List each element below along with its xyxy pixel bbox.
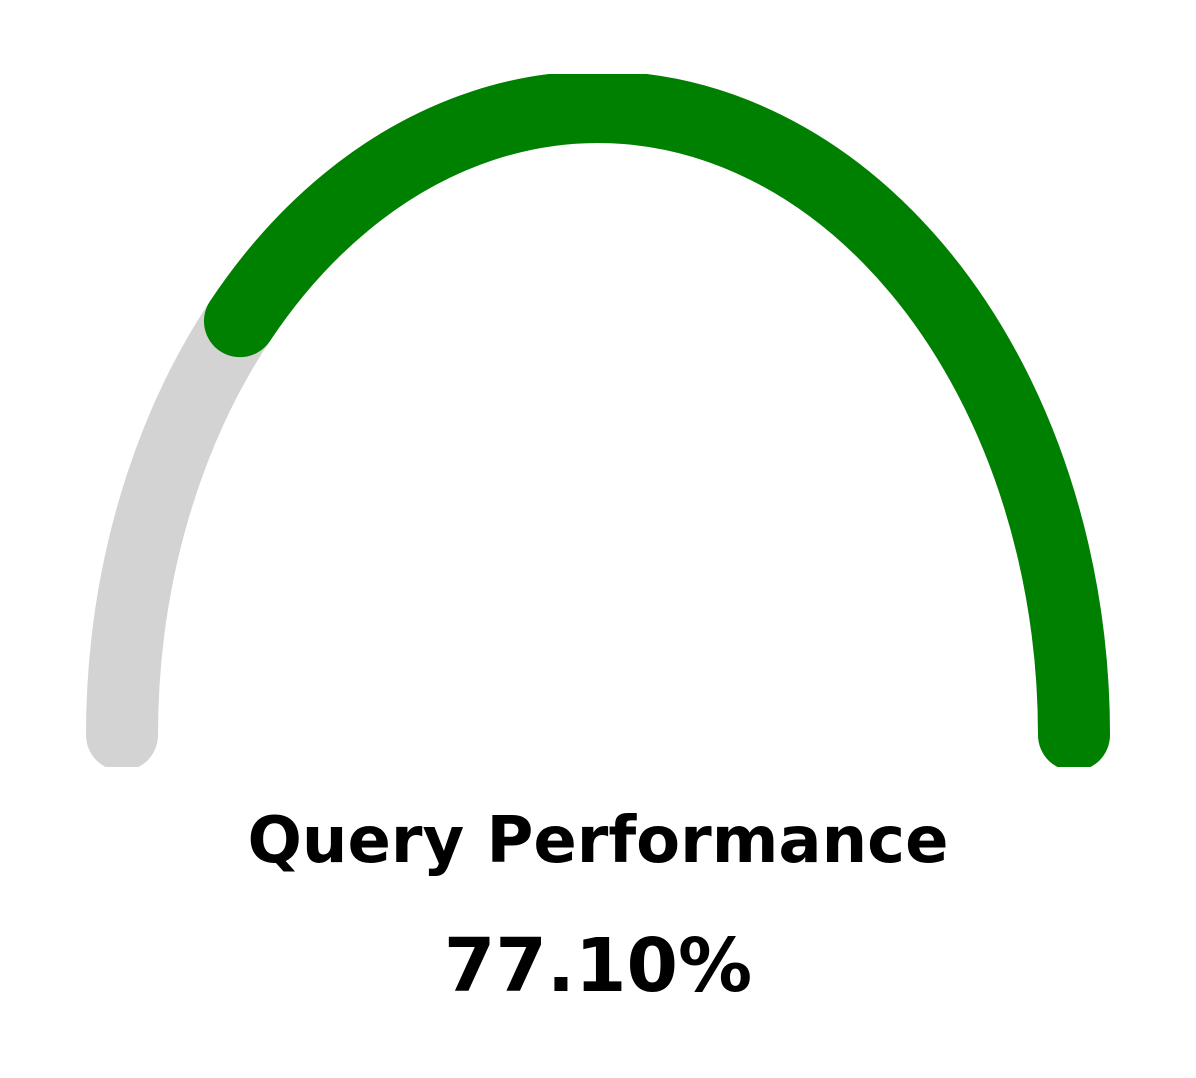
gauge-title: Query Performance bbox=[247, 804, 949, 878]
gauge-track bbox=[86, 74, 1110, 767]
gauge-value-arc bbox=[203, 74, 1110, 767]
gauge-value-label: 77.10% bbox=[443, 923, 753, 1009]
